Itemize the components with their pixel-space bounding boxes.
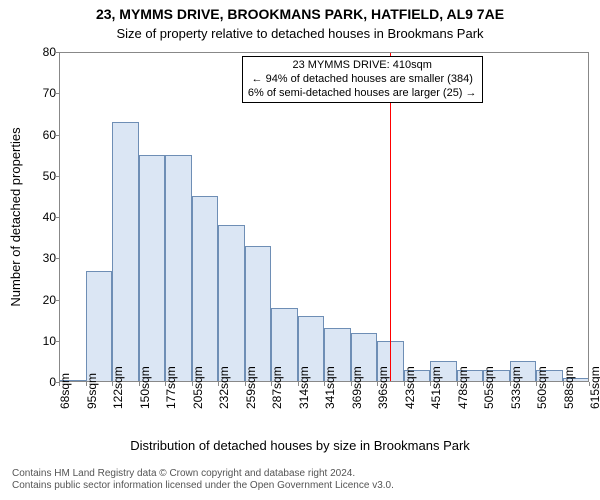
x-tick-label: 232sqm [217, 397, 231, 409]
x-tick-label: 68sqm [58, 397, 72, 409]
footnote-line-1: Contains HM Land Registry data © Crown c… [12, 468, 394, 480]
footnote: Contains HM Land Registry data © Crown c… [12, 468, 394, 491]
y-tick-mark [55, 176, 59, 177]
x-axis-title: Distribution of detached houses by size … [0, 438, 600, 453]
y-tick-mark [55, 258, 59, 259]
x-tick-label: 287sqm [270, 397, 284, 409]
y-axis-title-text: Number of detached properties [8, 127, 23, 306]
y-tick-mark [55, 217, 59, 218]
x-tick-label: 478sqm [456, 397, 470, 409]
x-tick-label: 177sqm [164, 397, 178, 409]
x-tick-label: 150sqm [138, 397, 152, 409]
x-tick-label: 560sqm [535, 397, 549, 409]
y-tick-label: 10 [16, 334, 56, 348]
page-subtitle: Size of property relative to detached ho… [0, 26, 600, 41]
x-tick-label: 205sqm [191, 397, 205, 409]
footnote-line-2: Contains public sector information licen… [12, 480, 394, 492]
chart-page: { "header": { "title": "23, MYMMS DRIVE,… [0, 0, 600, 500]
y-axis-title: Number of detached properties [8, 38, 23, 217]
x-tick-label: 122sqm [111, 397, 125, 409]
x-tick-label: 615sqm [588, 397, 600, 409]
y-tick-mark [55, 300, 59, 301]
x-tick-label: 451sqm [429, 397, 443, 409]
x-tick-label: 341sqm [323, 397, 337, 409]
x-tick-label: 533sqm [509, 397, 523, 409]
x-tick-label: 423sqm [403, 397, 417, 409]
plot-area: 23 MYMMS DRIVE: 410sqm ← 94% of detached… [59, 52, 589, 382]
plot-border [59, 52, 589, 382]
y-tick-label: 0 [16, 375, 56, 389]
x-tick-label: 396sqm [376, 397, 390, 409]
x-tick-label: 259sqm [244, 397, 258, 409]
page-title: 23, MYMMS DRIVE, BROOKMANS PARK, HATFIEL… [0, 6, 600, 22]
x-tick-label: 95sqm [85, 397, 99, 409]
y-tick-mark [55, 135, 59, 136]
x-tick-label: 588sqm [562, 397, 576, 409]
x-tick-label: 505sqm [482, 397, 496, 409]
x-tick-label: 369sqm [350, 397, 364, 409]
x-tick-label: 314sqm [297, 397, 311, 409]
y-tick-mark [55, 341, 59, 342]
y-tick-mark [55, 93, 59, 94]
y-tick-mark [55, 52, 59, 53]
